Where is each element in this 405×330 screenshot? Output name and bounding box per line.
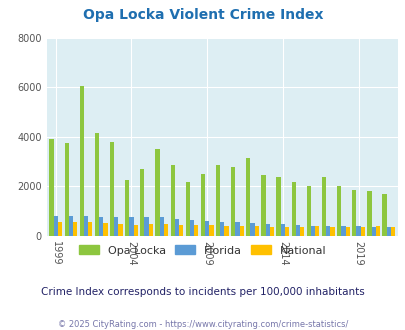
- Text: Opa Locka Violent Crime Index: Opa Locka Violent Crime Index: [83, 8, 322, 22]
- Bar: [356, 226, 360, 236]
- Legend: Opa Locka, Florida, National: Opa Locka, Florida, National: [75, 241, 330, 260]
- Bar: [254, 226, 258, 236]
- Bar: [325, 226, 330, 236]
- Bar: [261, 175, 265, 236]
- Bar: [133, 224, 137, 236]
- Bar: [129, 217, 133, 236]
- Bar: [382, 194, 386, 236]
- Bar: [250, 223, 254, 236]
- Bar: [375, 226, 379, 236]
- Bar: [179, 224, 183, 236]
- Bar: [390, 226, 394, 236]
- Bar: [310, 226, 314, 236]
- Bar: [360, 227, 364, 236]
- Bar: [299, 227, 304, 236]
- Bar: [140, 169, 144, 236]
- Bar: [276, 177, 280, 236]
- Bar: [185, 182, 190, 236]
- Bar: [170, 165, 174, 236]
- Bar: [306, 186, 310, 236]
- Bar: [224, 226, 228, 236]
- Bar: [314, 226, 319, 236]
- Bar: [68, 216, 73, 236]
- Bar: [159, 217, 164, 236]
- Bar: [53, 216, 58, 236]
- Bar: [321, 177, 325, 236]
- Bar: [144, 217, 148, 236]
- Bar: [58, 222, 62, 236]
- Bar: [190, 220, 194, 236]
- Bar: [194, 225, 198, 236]
- Bar: [345, 227, 349, 236]
- Bar: [280, 224, 284, 236]
- Bar: [269, 227, 273, 236]
- Bar: [200, 174, 205, 236]
- Bar: [239, 226, 243, 236]
- Bar: [295, 225, 299, 236]
- Bar: [174, 218, 179, 236]
- Bar: [367, 191, 371, 236]
- Bar: [88, 222, 92, 236]
- Bar: [103, 223, 107, 236]
- Bar: [110, 142, 114, 236]
- Bar: [371, 227, 375, 236]
- Bar: [114, 217, 118, 236]
- Bar: [265, 224, 269, 236]
- Bar: [148, 224, 153, 236]
- Bar: [155, 149, 159, 236]
- Bar: [336, 186, 341, 236]
- Bar: [125, 180, 129, 236]
- Bar: [215, 165, 220, 236]
- Bar: [73, 222, 77, 236]
- Bar: [284, 227, 288, 236]
- Bar: [84, 216, 88, 236]
- Bar: [118, 224, 122, 236]
- Bar: [230, 167, 235, 236]
- Bar: [245, 158, 250, 236]
- Bar: [95, 133, 99, 236]
- Bar: [99, 217, 103, 236]
- Bar: [291, 182, 295, 236]
- Bar: [220, 222, 224, 236]
- Bar: [205, 221, 209, 236]
- Bar: [49, 139, 53, 236]
- Bar: [330, 226, 334, 236]
- Bar: [341, 226, 345, 236]
- Bar: [164, 224, 168, 236]
- Bar: [209, 225, 213, 236]
- Bar: [79, 86, 84, 236]
- Bar: [64, 143, 68, 236]
- Bar: [351, 190, 356, 236]
- Bar: [235, 222, 239, 236]
- Text: © 2025 CityRating.com - https://www.cityrating.com/crime-statistics/: © 2025 CityRating.com - https://www.city…: [58, 320, 347, 329]
- Bar: [386, 227, 390, 236]
- Text: Crime Index corresponds to incidents per 100,000 inhabitants: Crime Index corresponds to incidents per…: [41, 287, 364, 297]
